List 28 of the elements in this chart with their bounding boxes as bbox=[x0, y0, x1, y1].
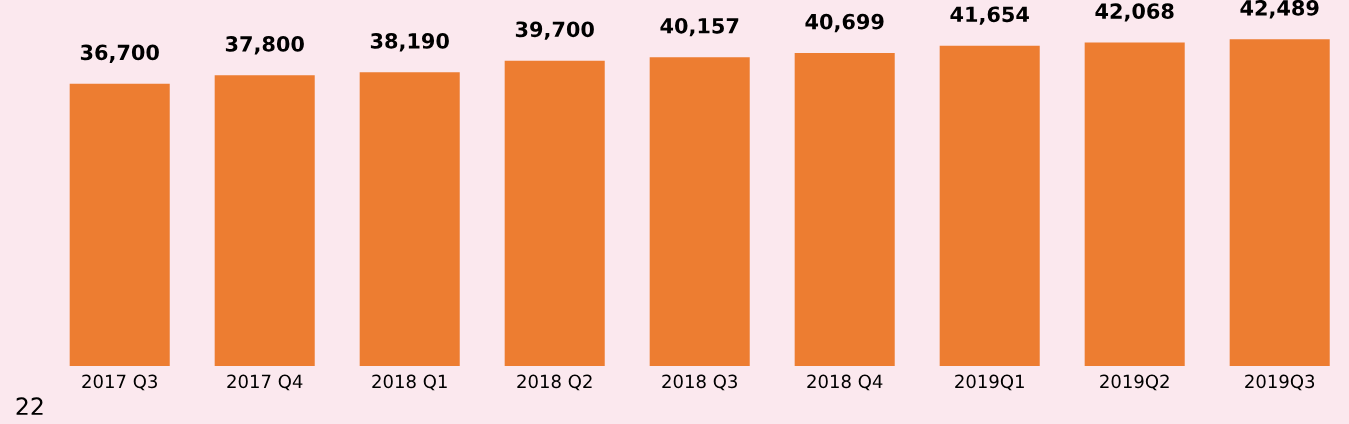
data-label: 42,489 bbox=[1240, 0, 1319, 19]
data-label: 42,068 bbox=[1095, 3, 1174, 22]
data-label: 39,700 bbox=[515, 21, 594, 40]
bar bbox=[504, 60, 605, 366]
bar bbox=[359, 72, 460, 366]
bar bbox=[1229, 39, 1330, 366]
text: 22 bbox=[16, 397, 43, 415]
data-label: 40,699 bbox=[805, 13, 884, 33]
bar bbox=[1084, 42, 1185, 366]
bar bbox=[939, 45, 1040, 366]
x-tick-label: 2018 Q2 bbox=[517, 374, 592, 391]
data-label: 36,700 bbox=[80, 44, 159, 63]
bar bbox=[649, 57, 750, 366]
bar bbox=[794, 52, 895, 366]
data-label: 41,654 bbox=[950, 6, 1029, 25]
x-tick-label: 2017 Q4 bbox=[227, 374, 303, 391]
x-tick-label: 2019Q1 bbox=[955, 374, 1024, 391]
bar bbox=[69, 83, 170, 366]
data-label: 38,190 bbox=[370, 33, 449, 52]
x-tick-label: 2017 Q3 bbox=[82, 374, 157, 391]
x-tick-label: 2018 Q3 bbox=[662, 374, 737, 391]
bar bbox=[214, 75, 315, 366]
x-tick-label: 2019Q3 bbox=[1245, 374, 1315, 391]
x-tick-label: 2019Q2 bbox=[1100, 374, 1169, 391]
x-tick-label: 2018 Q4 bbox=[807, 374, 883, 391]
x-tick-label: 2018 Q1 bbox=[372, 374, 447, 391]
data-label: 37,800 bbox=[225, 36, 304, 55]
data-label: 40,157 bbox=[660, 17, 739, 37]
